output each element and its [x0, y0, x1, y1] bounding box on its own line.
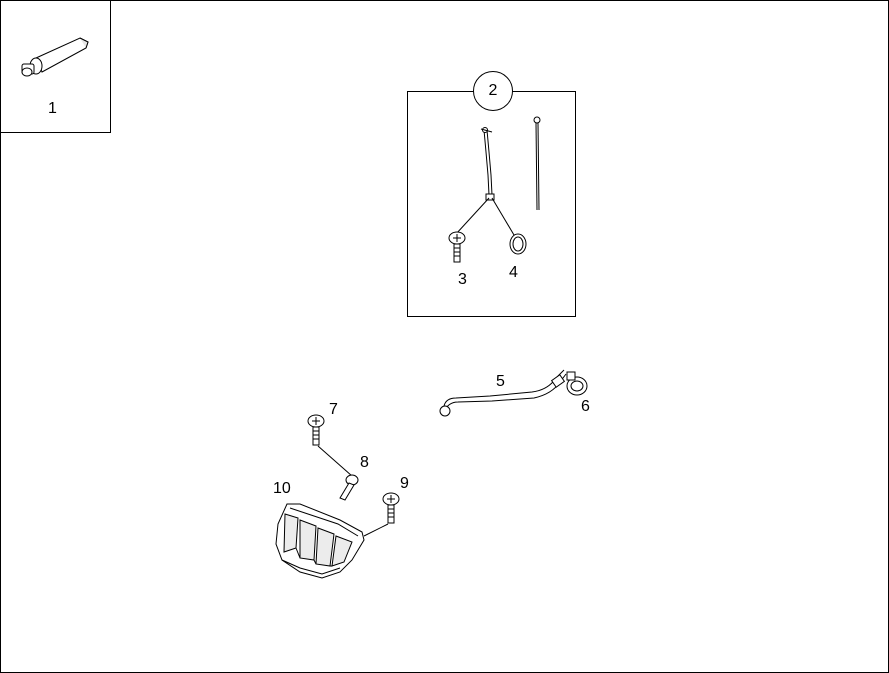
- bolt-icon-7: [307, 414, 325, 446]
- callout-2: 2: [473, 71, 513, 111]
- sealant-tube-icon: [21, 37, 89, 77]
- callout-7: 7: [329, 401, 338, 418]
- drain-plug-icon: [339, 474, 359, 501]
- callout-10: 10: [273, 480, 291, 497]
- leader-line-7-8: [317, 445, 353, 477]
- leader-line-9: [363, 523, 389, 537]
- callout-5: 5: [496, 373, 505, 390]
- callout-1: 1: [48, 100, 57, 117]
- bolt-icon-9: [382, 492, 400, 524]
- hose-clamp-icon: [566, 371, 588, 396]
- callout-8: 8: [360, 454, 369, 471]
- sealant-inset-box: [0, 0, 111, 133]
- oil-pan-icon: [275, 503, 365, 579]
- callout-9: 9: [400, 475, 409, 492]
- bolt-icon-3: [448, 231, 466, 263]
- dipstick-tube-icon: [480, 127, 495, 201]
- callout-3: 3: [458, 271, 467, 288]
- leader-lines-group2: [455, 197, 515, 236]
- seal-ring-icon: [509, 233, 527, 255]
- dipstick-icon: [533, 116, 541, 211]
- callout-4: 4: [509, 264, 518, 281]
- callout-6: 6: [581, 398, 590, 415]
- hose-icon: [439, 369, 567, 417]
